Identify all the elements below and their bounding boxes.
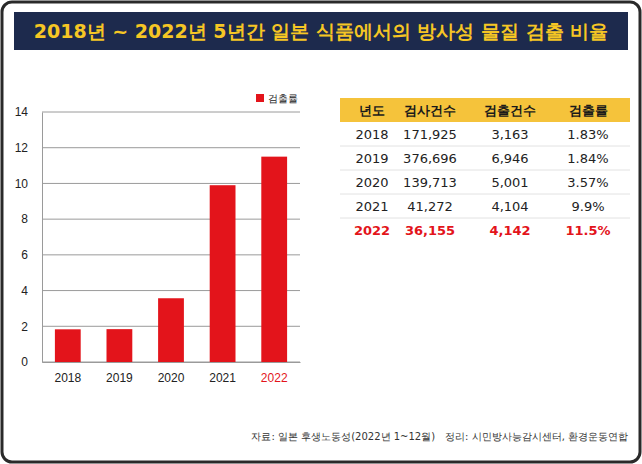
x-tick-label: 2020 — [158, 371, 185, 385]
table-cell: 3.57% — [567, 175, 608, 190]
table-cell: 41,272 — [407, 199, 453, 214]
legend-swatch — [256, 94, 264, 102]
bar — [55, 329, 81, 362]
bar — [210, 185, 236, 362]
source-text: 자료: 일본 후생노동성(2022년 1~12월) — [251, 431, 435, 442]
x-tick-label: 2021 — [209, 371, 236, 385]
x-tick: 2021 — [209, 362, 236, 385]
source: 자료: 일본 후생노동성(2022년 1~12월) 정리: 시민방사능감시센터, … — [251, 431, 628, 442]
table-header: 년도 — [359, 103, 385, 118]
table-rule — [340, 218, 630, 219]
canvas: 2018년 ~ 2022년 5년간 일본 식품에서의 방사성 물질 검출 비율 0… — [0, 0, 642, 464]
table-cell: 9.9% — [571, 199, 604, 214]
y-tick: 12 — [15, 141, 42, 155]
table-cell: 139,713 — [403, 175, 457, 190]
x-tick: 2020 — [158, 362, 185, 385]
y-axis-line — [42, 113, 43, 363]
y-tick-label: 2 — [21, 320, 28, 334]
x-tick: 2018 — [54, 362, 81, 385]
y-tick-label: 10 — [15, 177, 29, 191]
y-tick-label: 8 — [21, 212, 28, 226]
bar — [261, 157, 287, 362]
title: 2018년 ~ 2022년 5년간 일본 식품에서의 방사성 물질 검출 비율 — [34, 20, 608, 42]
table-header: 검사건수 — [404, 103, 456, 118]
table-header: 검출건수 — [484, 103, 536, 118]
y-tick-label: 4 — [21, 284, 28, 298]
table: 년도 검사건수 검출건수 검출률 2018 171,925 3,163 1.83% 2019 37… — [340, 98, 630, 238]
y-tick-label: 0 — [21, 355, 28, 369]
table-cell: 376,696 — [403, 151, 457, 166]
x-tick-label: 2019 — [106, 371, 133, 385]
y-tick: 14 — [15, 105, 42, 119]
table-cell: 5,001 — [491, 175, 528, 190]
title-bar — [14, 12, 628, 50]
x-tick-label: 2022 — [261, 371, 288, 385]
bar — [107, 329, 133, 362]
y-tick: 6 — [21, 248, 42, 262]
table-rule — [340, 194, 630, 195]
x-tick: 2022 — [261, 362, 288, 385]
table-header-bg — [340, 98, 630, 122]
table-cell: 2019 — [355, 151, 388, 166]
y-tick: 8 — [21, 212, 42, 226]
grid-line — [42, 112, 300, 113]
table-rule — [340, 170, 630, 171]
table-cell: 4,104 — [491, 199, 528, 214]
y-tick: 10 — [15, 177, 42, 191]
legend: 검출률 — [256, 93, 298, 104]
table-cell: 2022 — [354, 223, 390, 238]
table-cell: 2018 — [355, 127, 388, 142]
grid-line — [42, 147, 300, 148]
table-cell: 1.83% — [567, 127, 608, 142]
table-cell: 6,946 — [491, 151, 528, 166]
table-cell: 171,925 — [403, 127, 457, 142]
y-tick: 2 — [21, 320, 42, 334]
table-cell: 2021 — [355, 199, 388, 214]
compiled-by-text: 정리: 시민방사능감시센터, 환경운동연합 — [445, 431, 628, 442]
table-header: 검출률 — [569, 103, 608, 118]
table-cell: 11.5% — [565, 223, 610, 238]
grid — [42, 112, 300, 362]
table-cell: 4,142 — [489, 223, 530, 238]
legend-label: 검출률 — [268, 93, 298, 104]
y-tick: 0 — [21, 355, 42, 369]
table-cell: 36,155 — [405, 223, 455, 238]
y-tick-label: 12 — [15, 141, 29, 155]
table-rule — [340, 146, 630, 147]
y-axis: 0 2 4 6 8 10 12 14 — [15, 105, 43, 369]
frame — [2, 2, 640, 462]
table-cell: 3,163 — [491, 127, 528, 142]
y-tick-label: 14 — [15, 105, 29, 119]
bars — [55, 157, 287, 362]
x-axis-line — [43, 362, 301, 363]
y-tick: 4 — [21, 284, 42, 298]
y-tick-label: 6 — [21, 248, 28, 262]
x-axis: 2018 2019 2020 2021 2022 — [43, 362, 301, 385]
bar — [158, 298, 184, 362]
x-tick: 2019 — [106, 362, 133, 385]
table-cell: 1.84% — [567, 151, 608, 166]
x-tick-label: 2018 — [54, 371, 81, 385]
table-cell: 2020 — [355, 175, 388, 190]
